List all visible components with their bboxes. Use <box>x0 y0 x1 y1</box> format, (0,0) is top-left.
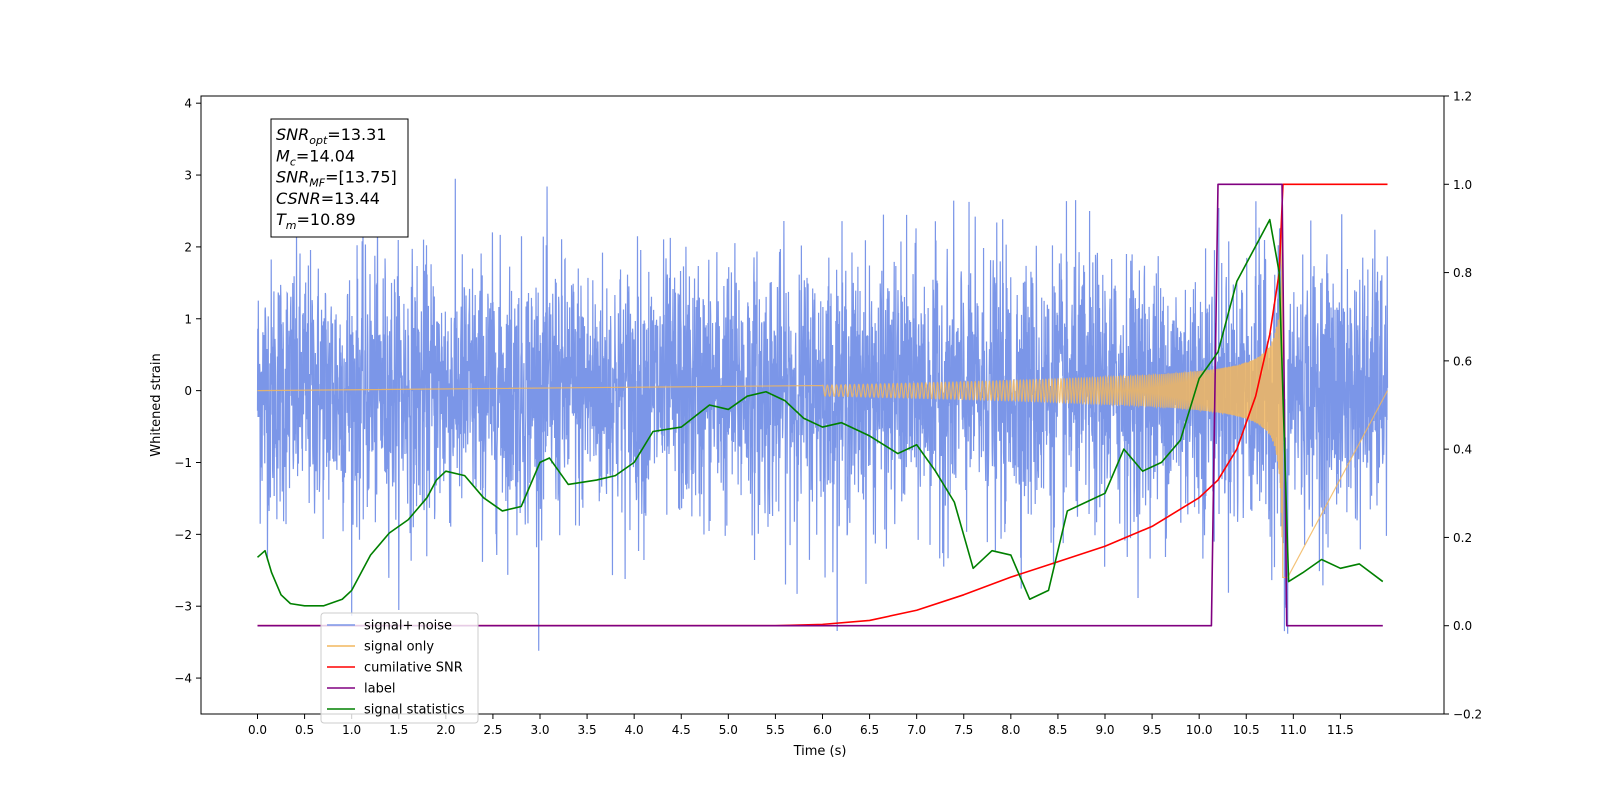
x-tick-label: 3.5 <box>578 723 597 737</box>
series-cumulative-snr-line <box>257 183 1388 627</box>
y2-tick-label: 0.8 <box>1453 266 1472 280</box>
x-tick-label: 4.5 <box>672 723 691 737</box>
x-tick-label: 3.0 <box>530 723 549 737</box>
annotation-symbol: CSNR <box>276 189 321 208</box>
x-tick-label: 6.5 <box>860 723 879 737</box>
y2-tick-label: 0.0 <box>1453 619 1472 633</box>
annotation-line: SNRopt=13.31 <box>276 125 387 147</box>
y2-tick-label: 1.2 <box>1453 90 1472 104</box>
x-tick-label: 5.5 <box>766 723 785 737</box>
y2-tick-label: −0.2 <box>1453 708 1482 722</box>
annotation-line: Tm=10.89 <box>276 210 356 232</box>
legend: signal+ noise signal only cumilative SNR la… <box>320 612 479 724</box>
x-tick-label: 7.5 <box>954 723 973 737</box>
x-tick-label: 1.5 <box>389 723 408 737</box>
annotation-subscript: opt <box>309 134 328 147</box>
x-tick-label: 10.0 <box>1186 723 1213 737</box>
x-tick-label: 2.0 <box>436 723 455 737</box>
annotation-value: =13.44 <box>321 189 380 208</box>
y2-tick-label: 0.6 <box>1453 354 1472 368</box>
annotation-subscript: c <box>290 155 296 168</box>
annotation-line: SNRMF=[13.75] <box>276 168 397 190</box>
x-tick-label: 5.0 <box>719 723 738 737</box>
x-tick-label: 9.0 <box>1095 723 1114 737</box>
legend-entry-label: signal+ noise <box>364 619 452 634</box>
legend-entry-label: signal statistics <box>364 703 465 718</box>
y-tick-label: −1 <box>174 456 192 470</box>
x-tick-label: 8.5 <box>1048 723 1067 737</box>
x-axis: 0.0 0.5 1.0 1.5 2.0 2.5 3.0 3.5 4.0 4.5 5.0 5.5 6.0 6… <box>248 714 1354 737</box>
series-label-line <box>257 183 1383 627</box>
x-tick-label: 11.0 <box>1280 723 1307 737</box>
y-tick-label: 3 <box>184 169 192 183</box>
x-tick-label: 0.5 <box>295 723 314 737</box>
y-tick-label: 0 <box>184 384 192 398</box>
y-tick-label: −4 <box>174 672 192 686</box>
series-layer <box>256 178 1389 651</box>
annotation-subscript: MF <box>309 177 325 190</box>
y-axis-left: 4 3 2 1 0 −1 −2 −3 −4 <box>174 97 201 686</box>
y-tick-label: −3 <box>174 600 192 614</box>
series-signal-noise-line <box>256 178 1389 651</box>
x-axis-label: Time (s) <box>793 744 847 759</box>
series-signal-only-line <box>257 205 1389 579</box>
annotation-line: CSNR=13.44 <box>276 189 380 208</box>
annotation-value: =13.31 <box>327 125 386 144</box>
annotation-value: =14.04 <box>296 146 355 165</box>
x-tick-label: 2.5 <box>483 723 502 737</box>
x-tick-label: 9.5 <box>1143 723 1162 737</box>
annotation-line: Mc=14.04 <box>276 146 355 168</box>
y2-tick-label: 0.4 <box>1453 443 1472 457</box>
y-axis-right: 1.2 1.0 0.8 0.6 0.4 0.2 0.0 −0.2 <box>1444 90 1482 722</box>
y-axis-label: Whitened strain <box>149 353 164 456</box>
y2-tick-label: 1.0 <box>1453 178 1472 192</box>
legend-entry-label: cumilative SNR <box>364 661 463 676</box>
legend-frame <box>320 612 479 724</box>
annotation-value: =10.89 <box>297 210 356 229</box>
y2-tick-label: 0.2 <box>1453 531 1472 545</box>
legend-entry-label: label <box>364 682 395 697</box>
x-tick-label: 7.0 <box>907 723 926 737</box>
x-tick-label: 10.5 <box>1233 723 1260 737</box>
x-tick-label: 0.0 <box>248 723 267 737</box>
annotation-subscript: m <box>286 219 297 232</box>
x-tick-label: 8.0 <box>1001 723 1020 737</box>
x-tick-label: 1.0 <box>342 723 361 737</box>
y-tick-label: 4 <box>184 97 192 111</box>
series-signal-statistics-line <box>256 218 1384 607</box>
x-tick-label: 11.5 <box>1327 723 1354 737</box>
stats-annotation-box: SNRopt=13.31Mc=14.04SNRMF=[13.75]CSNR=13… <box>270 118 409 238</box>
x-tick-label: 4.0 <box>625 723 644 737</box>
annotation-symbol: T <box>276 210 287 229</box>
annotation-frame <box>270 118 409 238</box>
x-tick-label: 6.0 <box>813 723 832 737</box>
annotation-symbol: SNR <box>276 125 309 144</box>
annotation-symbol: M <box>276 146 290 165</box>
annotation-value: =[13.75] <box>325 168 397 187</box>
legend-entry-label: signal only <box>364 640 434 655</box>
annotation-symbol: SNR <box>276 168 309 187</box>
y-tick-label: 1 <box>184 312 192 326</box>
y-tick-label: 2 <box>184 240 192 254</box>
y-tick-label: −2 <box>174 528 192 542</box>
